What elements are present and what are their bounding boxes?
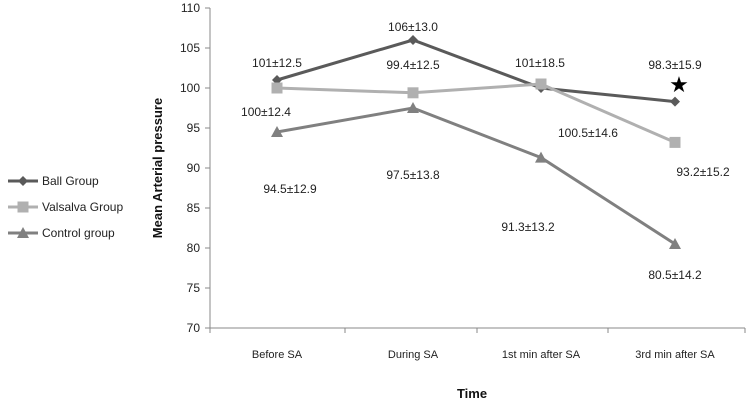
square-marker-icon: [8, 201, 38, 213]
data-point: [669, 136, 681, 148]
star-annotation: ★: [669, 72, 689, 97]
data-point: [407, 102, 419, 113]
legend-marker: [17, 201, 29, 213]
legend-marker: [17, 227, 29, 238]
x-tick-label: During SA: [388, 349, 439, 361]
x-axis-title: Time: [457, 386, 487, 401]
data-label: 91.3±13.2: [501, 220, 555, 234]
series-line-control-group: [276, 106, 676, 246]
y-tick-label: 90: [187, 161, 201, 175]
legend-label: Ball Group: [42, 174, 99, 188]
data-label: 106±13.0: [388, 20, 438, 34]
data-point: [271, 82, 283, 94]
legend-item: Ball Group: [8, 168, 123, 194]
x-tick-label: 1st min after SA: [502, 349, 581, 361]
data-point: [407, 87, 419, 99]
series-line-ball-group: [276, 38, 676, 104]
data-label: 101±12.5: [252, 56, 302, 70]
data-point: [408, 35, 418, 45]
data-label: 80.5±14.2: [648, 268, 702, 282]
data-point: [535, 151, 547, 163]
y-axis-title: Mean Arterial pressure: [150, 98, 165, 238]
data-label: 93.2±15.2: [676, 165, 730, 179]
x-tick-label: Before SA: [252, 349, 303, 361]
data-label: 94.5±12.9: [263, 182, 317, 196]
y-tick-label: 75: [187, 281, 201, 295]
y-tick-label: 80: [187, 241, 201, 255]
legend-item: Valsalva Group: [8, 194, 123, 220]
data-label: 100.5±14.6: [558, 126, 618, 140]
data-point: [271, 126, 283, 137]
y-tick-label: 95: [187, 121, 201, 135]
legend-label: Valsalva Group: [42, 200, 124, 214]
legend-item: Control group: [8, 220, 123, 246]
data-point: [669, 238, 681, 249]
legend-marker: [18, 176, 28, 186]
data-point: [670, 96, 680, 107]
y-tick-label: 70: [187, 321, 201, 335]
y-tick-label: 110: [181, 1, 200, 15]
triangle-marker-icon: [8, 227, 38, 238]
y-tick-label: 85: [187, 201, 201, 215]
data-label: 101±18.5: [515, 56, 565, 70]
data-point: [535, 78, 547, 90]
data-label: 97.5±13.8: [386, 168, 440, 182]
y-tick-label: 100: [180, 81, 200, 95]
x-tick-label: 3rd min after SA: [635, 349, 715, 361]
legend-label: Control group: [42, 226, 115, 240]
data-label: 99.4±12.5: [386, 58, 440, 72]
series-line-valsalva-group: [276, 82, 676, 144]
y-tick-label: 105: [180, 41, 200, 55]
legend: Ball Group Valsalva Group Control group: [8, 168, 123, 246]
diamond-marker-icon: [8, 176, 38, 186]
data-label: 98.3±15.9: [648, 58, 702, 72]
data-label: 100±12.4: [241, 105, 291, 119]
